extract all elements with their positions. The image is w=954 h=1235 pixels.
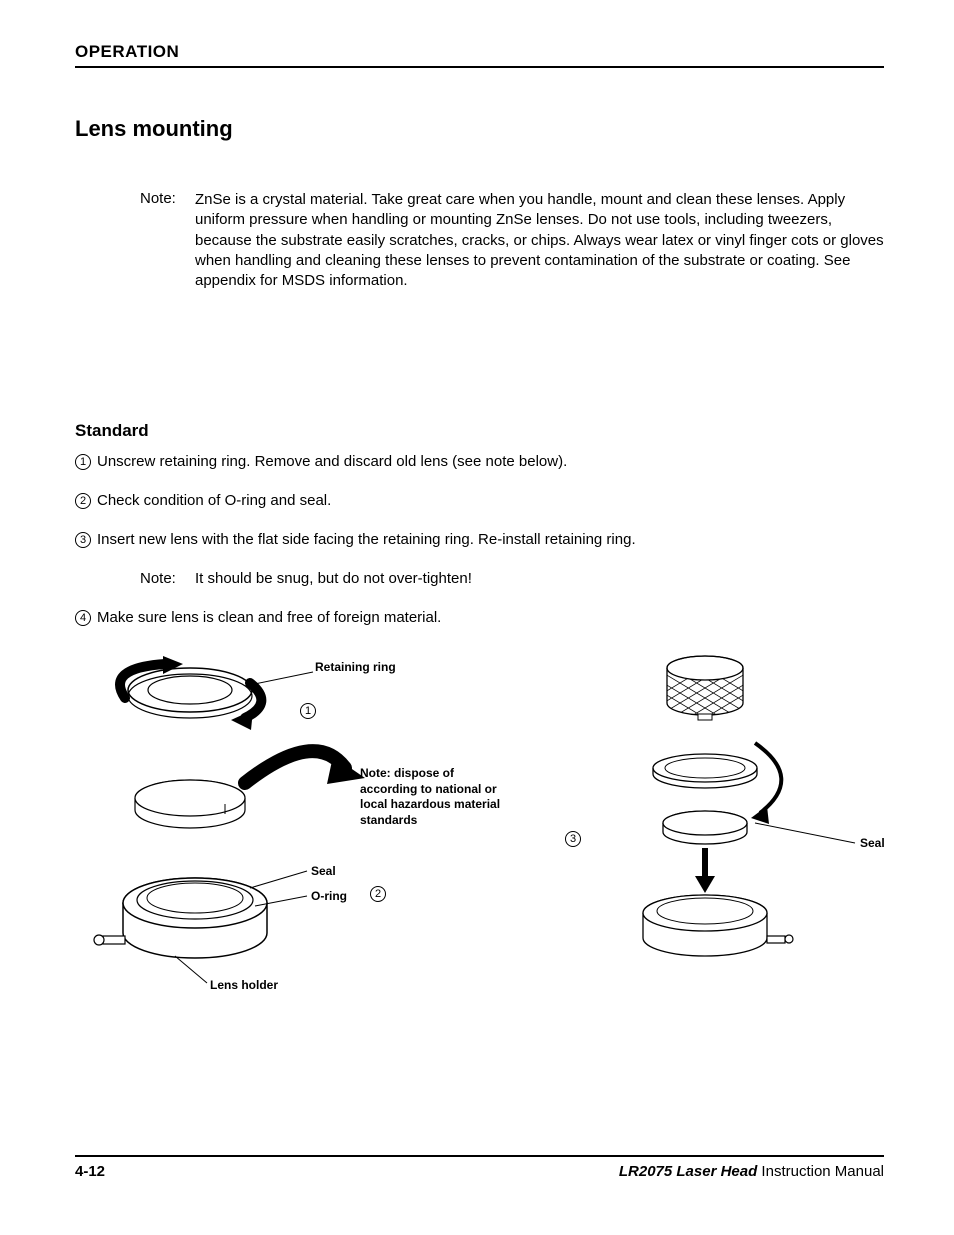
footer-suffix: Instruction Manual xyxy=(757,1163,884,1180)
footer: 4-12 LR2075 Laser Head Instruction Manua… xyxy=(75,1155,884,1180)
main-note: Note: ZnSe is a crystal material. Take g… xyxy=(140,190,884,291)
product-name: LR2075 Laser Head xyxy=(619,1163,757,1180)
header-title: OPERATION xyxy=(75,42,884,62)
header: OPERATION xyxy=(75,42,884,68)
label-seal-left: Seal xyxy=(311,864,336,878)
step-text: Make sure lens is clean and free of fore… xyxy=(97,609,441,626)
subsection-title: Standard xyxy=(75,421,884,441)
note-text: ZnSe is a crystal material. Take great c… xyxy=(195,190,884,291)
step-row: 2 Check condition of O-ring and seal. xyxy=(75,492,884,509)
step-number-icon: 1 xyxy=(75,454,91,470)
label-oring: O-ring xyxy=(311,889,347,903)
footer-title: LR2075 Laser Head Instruction Manual xyxy=(619,1163,884,1180)
step-number-icon: 2 xyxy=(75,493,91,509)
section-title: Lens mounting xyxy=(75,116,884,142)
step-number-icon: 3 xyxy=(75,532,91,548)
label-retaining-ring: Retaining ring xyxy=(315,660,396,674)
label-seal-right: Seal xyxy=(860,836,885,850)
page-number: 4-12 xyxy=(75,1163,105,1180)
step-row: 3 Insert new lens with the flat side fac… xyxy=(75,531,884,548)
step-note: Note: It should be snug, but do not over… xyxy=(140,570,884,587)
step-text: Check condition of O-ring and seal. xyxy=(97,492,331,509)
step-row: 4 Make sure lens is clean and free of fo… xyxy=(75,609,884,626)
note-text: It should be snug, but do not over-tight… xyxy=(195,570,472,587)
figures-area: Retaining ring 1 Note: dispose of accord… xyxy=(75,648,885,1008)
label-lens-holder: Lens holder xyxy=(210,978,278,992)
step-text: Insert new lens with the flat side facin… xyxy=(97,531,636,548)
note-label: Note: xyxy=(140,570,195,587)
note-label: Note: xyxy=(140,190,195,291)
step-text: Unscrew retaining ring. Remove and disca… xyxy=(97,453,567,470)
step-row: 1 Unscrew retaining ring. Remove and dis… xyxy=(75,453,884,470)
diagram-right xyxy=(555,648,875,988)
step-number-icon: 4 xyxy=(75,610,91,626)
label-dispose-note: Note: dispose of according to national o… xyxy=(360,766,505,828)
